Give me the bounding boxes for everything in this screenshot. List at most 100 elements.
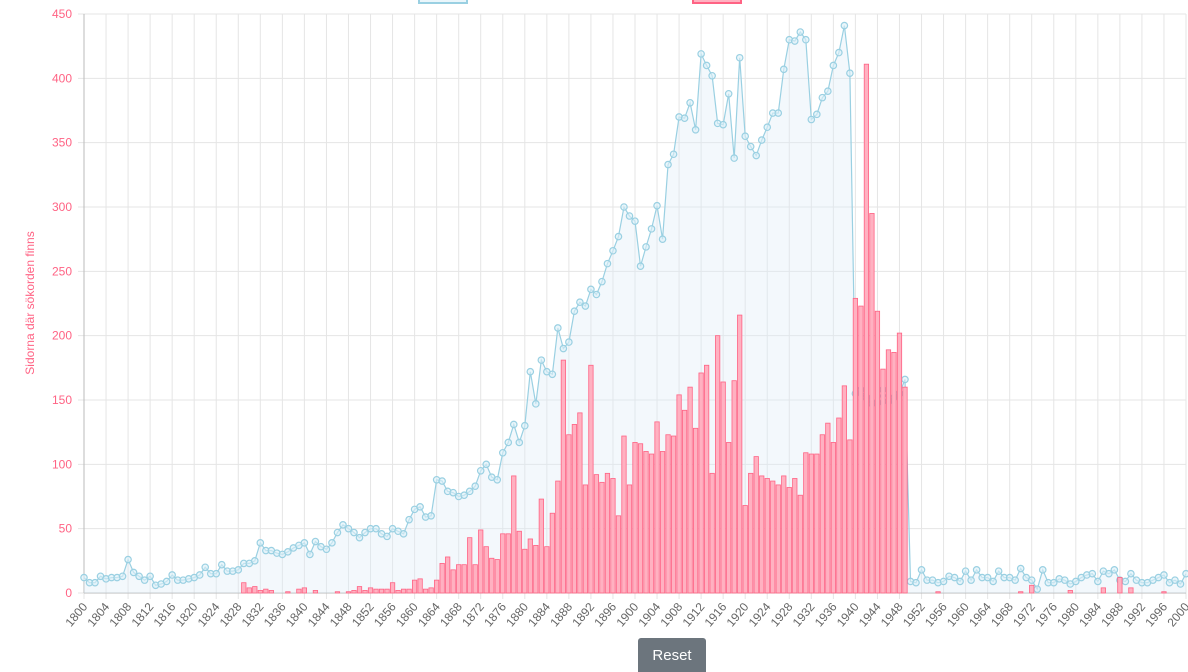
point	[328, 539, 336, 547]
bar	[704, 364, 710, 594]
point	[570, 307, 579, 316]
bar	[411, 579, 418, 594]
x-tick-label: 1824	[195, 600, 223, 630]
bar	[781, 475, 787, 594]
bar	[434, 579, 440, 594]
point	[129, 568, 138, 577]
bar	[874, 310, 881, 594]
bar	[516, 530, 522, 594]
x-tick-label: 1924	[746, 600, 774, 630]
point	[372, 524, 380, 533]
bar	[935, 591, 941, 594]
x-tick-label: 1840	[283, 600, 311, 630]
point	[449, 488, 457, 497]
bar	[367, 587, 374, 594]
point	[824, 87, 832, 96]
point	[146, 572, 154, 581]
y-tick-label: 400	[52, 71, 72, 85]
x-tick-label: 1964	[966, 600, 994, 630]
bar	[500, 533, 506, 594]
x-tick-label: 1852	[349, 600, 377, 630]
point	[796, 28, 805, 36]
x-tick-label: 1864	[415, 600, 443, 630]
point	[91, 578, 99, 587]
point	[719, 120, 727, 129]
point	[504, 438, 513, 447]
y-axis-label: Sidorna där sökorden finns	[23, 231, 37, 374]
point	[625, 212, 634, 220]
x-tick-label: 1984	[1076, 600, 1104, 630]
bar	[423, 588, 429, 594]
bar	[902, 386, 908, 594]
bar	[1117, 577, 1123, 594]
x-tick-label: 1976	[1032, 600, 1060, 630]
bar	[296, 588, 302, 594]
x-tick-label: 1804	[84, 600, 112, 630]
bar	[770, 480, 776, 594]
point	[471, 482, 480, 491]
point	[802, 35, 810, 44]
x-tick-label: 1980	[1054, 600, 1082, 630]
point	[515, 438, 524, 447]
x-tick-label: 1992	[1120, 600, 1148, 630]
point	[1049, 578, 1058, 587]
line-area	[84, 25, 1186, 593]
bar	[731, 380, 737, 594]
bar	[880, 368, 886, 594]
y-tick-label: 250	[52, 264, 72, 278]
bar	[461, 564, 467, 594]
bar	[836, 417, 842, 594]
point	[80, 573, 88, 582]
x-tick-label: 1968	[988, 600, 1016, 630]
point	[741, 132, 750, 141]
point	[195, 571, 204, 579]
point	[994, 567, 1003, 575]
bar	[786, 487, 792, 594]
bar	[610, 478, 616, 594]
y-tick-label: 50	[59, 522, 73, 536]
x-tick-label: 1836	[261, 600, 289, 630]
x-tick-label: 1972	[1010, 600, 1038, 630]
point	[1176, 580, 1185, 588]
point	[251, 557, 259, 565]
point	[763, 123, 772, 132]
point	[559, 344, 568, 353]
x-tick-label: 1812	[129, 600, 157, 630]
point	[383, 532, 391, 541]
y-tick-label: 450	[52, 7, 72, 21]
reset-button[interactable]: Reset	[638, 638, 706, 672]
bar	[852, 297, 859, 594]
point	[1060, 576, 1069, 584]
bar	[803, 452, 809, 594]
x-tick-label: 1856	[371, 600, 399, 630]
x-tick-label: 1884	[525, 600, 553, 630]
point	[217, 560, 226, 569]
bar	[808, 453, 814, 594]
bar	[588, 364, 594, 594]
bar	[285, 591, 291, 594]
bar	[715, 335, 721, 594]
y-tick-label: 0	[65, 586, 72, 600]
bar	[489, 557, 495, 594]
point	[708, 71, 716, 80]
point	[284, 548, 292, 556]
bar	[549, 512, 555, 594]
bar	[885, 349, 892, 594]
point	[493, 475, 502, 484]
bar	[560, 359, 566, 594]
point	[697, 50, 705, 58]
point	[1094, 577, 1102, 586]
bar	[428, 587, 434, 594]
bar	[670, 435, 677, 594]
point	[790, 37, 799, 45]
bar	[439, 563, 445, 594]
bar	[268, 590, 274, 594]
bar	[775, 484, 781, 594]
bar	[797, 494, 803, 594]
point	[620, 203, 628, 211]
bar	[632, 442, 638, 594]
x-tick-label: 1888	[547, 600, 575, 630]
bar	[659, 451, 666, 594]
bar	[847, 439, 853, 594]
x-tick-label: 2000	[1164, 600, 1188, 630]
